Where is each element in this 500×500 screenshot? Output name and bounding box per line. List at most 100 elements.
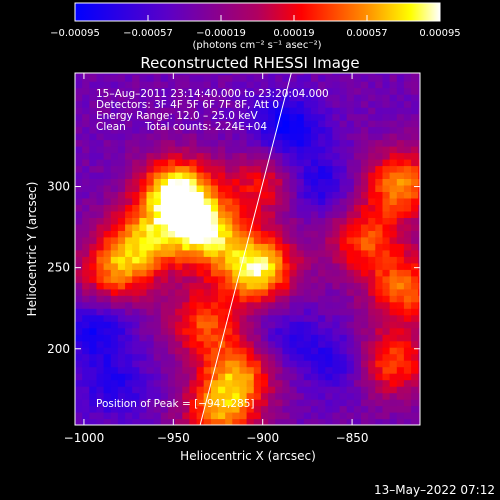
heatmap-cell <box>196 178 205 186</box>
heatmap-cell <box>282 217 291 225</box>
heatmap-cell <box>332 269 341 277</box>
heatmap-cell <box>139 152 148 160</box>
heatmap-cell <box>153 386 162 394</box>
heatmap-cell <box>239 392 248 400</box>
heatmap-cell <box>246 191 255 199</box>
heatmap-cell <box>132 139 140 147</box>
heatmap-cell <box>268 217 276 225</box>
heatmap-cell <box>311 373 319 381</box>
heatmap-cell <box>325 295 334 303</box>
heatmap-cell <box>253 126 262 134</box>
heatmap-cell <box>132 275 140 283</box>
heatmap-cell <box>368 373 376 381</box>
heatmap-cell <box>253 113 262 121</box>
heatmap-cell <box>260 74 269 82</box>
heatmap-cell <box>125 223 133 231</box>
heatmap-cell <box>89 87 98 95</box>
heatmap-cell <box>139 412 148 420</box>
heatmap-cell <box>232 308 241 316</box>
heatmap-cell <box>382 405 391 413</box>
heatmap-cell <box>296 399 305 407</box>
heatmap-cell <box>203 178 212 186</box>
heatmap-cell <box>353 100 362 108</box>
heatmap-cell <box>246 353 255 361</box>
heatmap-cell <box>382 204 391 212</box>
heatmap-cell <box>346 405 355 413</box>
heatmap-cell <box>146 321 155 329</box>
heatmap-cell <box>260 249 269 257</box>
heatmap-cell <box>160 321 169 329</box>
heatmap-cell <box>311 223 319 231</box>
heatmap-cell <box>225 327 233 335</box>
heatmap-cell <box>232 392 241 400</box>
heatmap-cell <box>168 178 176 186</box>
heatmap-cell <box>260 295 269 303</box>
heatmap-cell <box>418 295 420 303</box>
heatmap-cell <box>117 373 126 381</box>
heatmap-cell <box>246 399 255 407</box>
heatmap-cell <box>239 74 248 82</box>
heatmap-cell <box>168 100 176 108</box>
heatmap-cell <box>318 210 326 218</box>
heatmap-cell <box>332 197 341 205</box>
heatmap-cell <box>260 73 269 76</box>
heatmap-cell <box>396 360 405 368</box>
heatmap-cell <box>368 152 376 160</box>
heatmap-cell <box>239 184 248 192</box>
heatmap-cell <box>110 87 119 95</box>
heatmap-cell <box>318 243 326 251</box>
heatmap-cell <box>311 210 319 218</box>
heatmap-cell <box>82 314 90 322</box>
heatmap-cell <box>303 243 312 251</box>
heatmap-cell <box>168 412 176 420</box>
heatmap-cell <box>282 165 291 173</box>
heatmap-cell <box>318 314 326 322</box>
heatmap-cell <box>89 327 98 335</box>
heatmap-cell <box>89 171 98 179</box>
heatmap-cell <box>325 100 334 108</box>
heatmap-cell <box>82 399 90 407</box>
plot-frame <box>74 72 421 426</box>
heatmap-cell <box>353 133 362 141</box>
heatmap-cell <box>225 379 233 387</box>
heatmap-cell <box>318 386 326 394</box>
heatmap-cell <box>232 113 241 121</box>
heatmap-cell <box>110 327 119 335</box>
heatmap-cell <box>89 126 98 134</box>
heatmap-cell <box>303 126 312 134</box>
heatmap-cell <box>182 249 191 257</box>
heatmap-cell <box>175 295 183 303</box>
heatmap-cell <box>346 256 355 264</box>
heatmap-cell <box>346 412 355 420</box>
heatmap-cell <box>368 146 376 154</box>
heatmap-cell <box>146 152 155 160</box>
heatmap-cell <box>389 100 398 108</box>
heatmap-cell <box>168 204 176 212</box>
heatmap-cell <box>361 314 369 322</box>
heatmap-cell <box>303 94 312 102</box>
heatmap-cell <box>196 120 205 128</box>
heatmap-cell <box>168 249 176 257</box>
heatmap-cell <box>210 87 219 95</box>
heatmap-cell <box>403 405 412 413</box>
heatmap-cell <box>182 295 191 303</box>
heatmap-cell <box>232 249 241 257</box>
colorbar-tick-label: −0.00095 <box>50 28 100 39</box>
heatmap-cell <box>411 405 419 413</box>
heatmap-cell <box>96 392 105 400</box>
heatmap-cell <box>396 210 405 218</box>
heatmap-cell <box>203 360 212 368</box>
heatmap-cell <box>325 236 334 244</box>
heatmap-cell <box>289 373 298 381</box>
heatmap-cell <box>110 360 119 368</box>
heatmap-cell <box>153 100 162 108</box>
heatmap-cell <box>353 159 362 167</box>
heatmap-cell <box>139 288 148 296</box>
heatmap-cell <box>182 392 191 400</box>
heatmap-cell <box>368 334 376 342</box>
heatmap-cell <box>196 81 205 89</box>
heatmap-cell <box>260 81 269 89</box>
heatmap-cell <box>196 184 205 192</box>
heatmap-cell <box>318 269 326 277</box>
heatmap-cell <box>168 230 176 238</box>
